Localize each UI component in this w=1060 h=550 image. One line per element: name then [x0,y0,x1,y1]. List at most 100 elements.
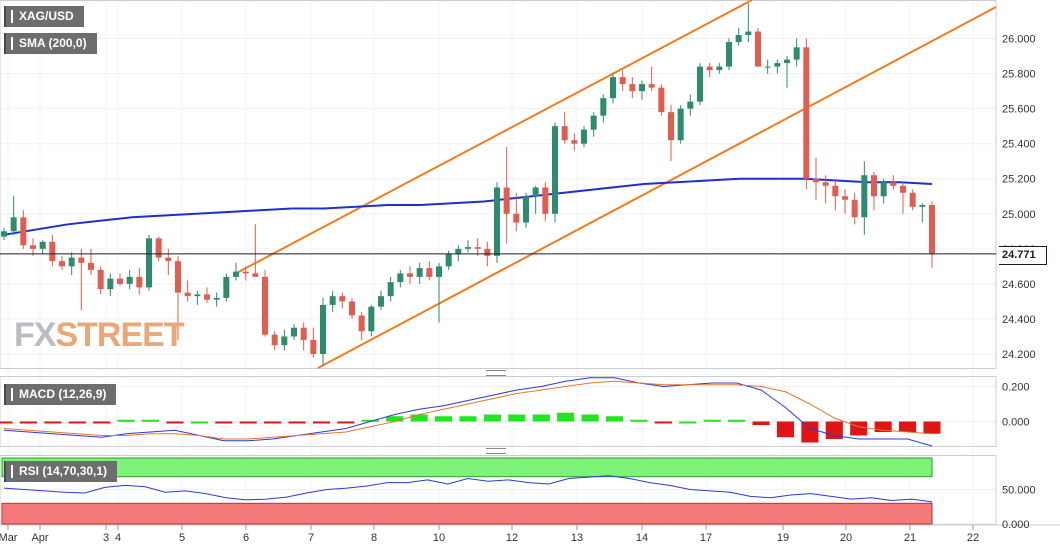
candle-down [542,187,549,214]
candle-down [165,257,172,262]
macd-histogram-bar [361,419,379,422]
candle-up [233,271,239,277]
macd-histogram-bar [581,414,599,422]
candle-down [136,276,143,288]
macd-histogram-bar [312,421,331,424]
macd-histogram-bar [654,421,672,424]
candle-up [1,231,7,237]
candle-up [416,268,423,277]
candle-down [300,327,307,340]
macd-label[interactable]: MACD (12,26,9) [4,384,117,405]
macd-histogram-bar [337,421,355,424]
macd-histogram-bar [899,421,917,432]
candle-up [368,306,375,332]
x-tick-label: 3 [103,532,109,544]
candle-up [726,42,732,67]
price-tick-label: 24.200 [1002,349,1036,361]
macd-histogram-bar [850,421,868,436]
candle-up [213,297,220,300]
candle-down [619,77,626,85]
macd-histogram-bar [923,421,941,434]
candle-down [358,315,365,332]
candle-down [88,262,94,270]
candle-down [474,247,481,249]
macd-swatch [11,388,13,402]
price-tick-label: 26.000 [1002,34,1036,46]
candle-down [668,112,674,141]
trend-channel [235,0,997,369]
macd-histogram-bar [776,421,795,438]
candle-up [455,248,462,255]
macd-histogram-bar [410,414,428,422]
macd-histogram-bar [874,421,892,432]
macd-histogram-bar [752,421,770,425]
rsi-tick-label: 0.000 [1002,519,1030,531]
price-panel-frame [0,0,997,369]
panel-frames [0,0,1060,526]
candle-up [494,187,500,256]
candle-up [436,266,442,277]
pane-resize-handle-macd[interactable] [486,370,506,376]
macd-text: MACD (12,26,9) [19,387,107,401]
candle-up [68,257,75,267]
x-tick-label: 10 [433,532,445,544]
symbol-text: XAG/USD [19,9,74,23]
candle-up [716,66,723,71]
x-tick-label: 19 [777,532,789,544]
candle-down [890,182,897,186]
macd-histogram-bar [93,421,111,424]
candle-down [832,185,839,197]
x-tick-label: 14 [636,532,648,544]
rsi-line [3,475,933,503]
rsi-oversold-band [1,502,933,525]
candle-down [900,185,906,193]
candle-down [175,261,181,293]
candle-down [803,47,810,179]
x-tick-label: 7 [308,532,314,544]
candle-down [184,292,191,297]
macd-histogram-bar [239,421,257,424]
candle-down [822,182,829,186]
macd-tick-label: 0.200 [1002,382,1030,394]
sma-line [3,177,933,236]
candle-up [10,217,17,232]
macd-histogram-bar [703,419,721,422]
candle-down [407,273,413,277]
macd-histogram-bar [435,416,453,422]
candle-up [687,101,694,109]
candle-up [329,296,336,305]
symbol-label[interactable]: XAG/USD [4,6,84,27]
candle-up [445,254,452,267]
rsi-overbought-band [1,457,933,478]
x-tick-label: Apr [31,532,48,544]
candle-down [629,84,636,92]
macd-histogram-bar [630,419,648,422]
candles [0,3,996,367]
candle-up [919,205,926,207]
candle-up [735,35,742,43]
rsi-label[interactable]: RSI (14,70,30,1) [4,461,118,482]
pane-resize-handle-rsi[interactable] [486,448,506,454]
candle-up [532,187,539,197]
sma-label[interactable]: SMA (200,0) [4,33,97,54]
macd-histogram-bar [801,421,819,443]
candle-down [204,294,210,300]
x-tick-label: 13 [571,532,583,544]
candle-down [30,245,36,249]
channel-upper-line [235,0,753,275]
candle-up [523,196,529,223]
macd-signal-line [3,380,933,440]
macd-histogram-bar [68,421,86,424]
candle-up [610,77,616,99]
rsi-tick-label: 50.000 [1002,485,1036,497]
macd-histogram-bar [44,421,62,424]
candle-down [561,126,568,141]
candle-down [851,199,858,218]
sma-text: SMA (200,0) [19,36,87,50]
candle-down [503,187,510,214]
macd-histogram-bar [605,416,624,422]
rsi-text: RSI (14,70,30,1) [19,464,108,478]
watermark-fx: FX [14,316,56,354]
candle-up [194,294,201,297]
candle-up [320,304,326,354]
